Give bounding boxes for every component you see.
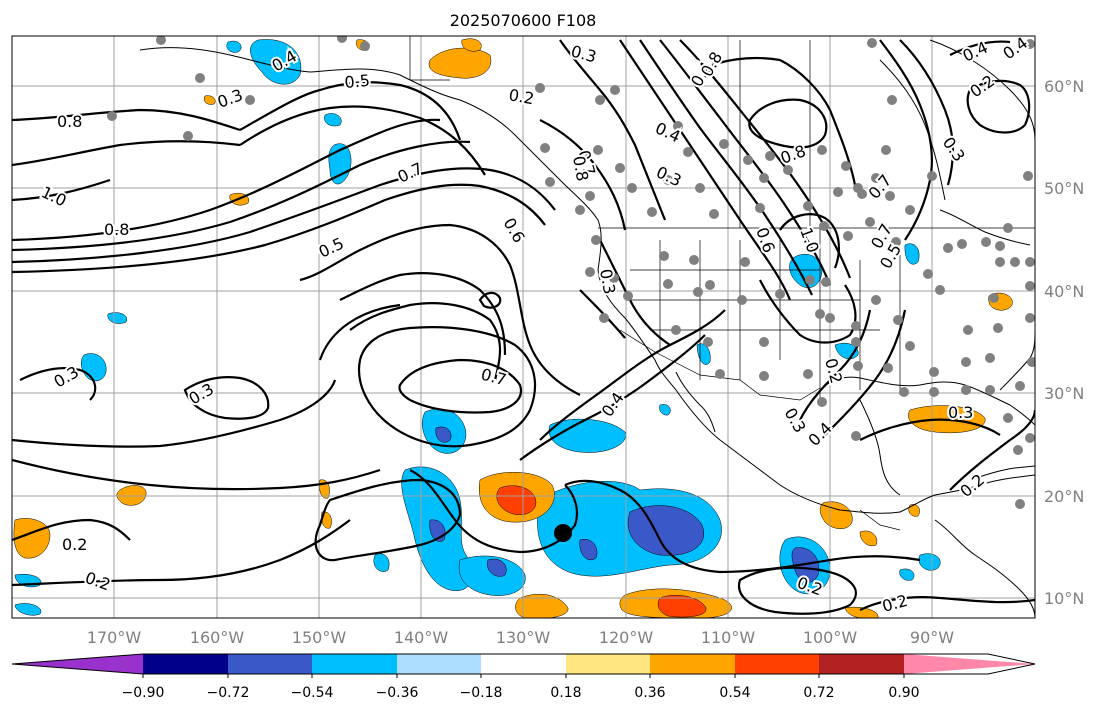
- colorbar-tick-label: 0.90: [888, 685, 919, 701]
- colorbar-swatch: [566, 654, 650, 674]
- lat-label: 20°N: [1044, 487, 1084, 506]
- colorbar-tick-label: 0.72: [803, 685, 834, 701]
- lon-label: 110°W: [701, 628, 756, 647]
- colorbar-swatch: [819, 654, 904, 674]
- longitude-labels: 170°W 160°W 150°W 140°W 130°W 120°W 110°…: [87, 628, 954, 647]
- contour-lines: [12, 39, 1035, 615]
- coastlines: [139, 39, 1035, 618]
- station-points: [107, 36, 1035, 509]
- svg-text:0.8: 0.8: [104, 220, 129, 239]
- colorbar-tick-label: 0.36: [634, 685, 665, 701]
- lon-label: 130°W: [496, 628, 551, 647]
- colorbar-tick-label: −0.90: [122, 685, 165, 701]
- lat-label: 60°N: [1044, 77, 1084, 96]
- colorbar: −0.90 −0.72 −0.54 −0.36 −0.18 0.18 0.36 0.54 0.7…: [11, 653, 1036, 701]
- lat-label: 40°N: [1044, 282, 1084, 301]
- colorbar-tick-label: 0.18: [550, 685, 581, 701]
- lat-label: 30°N: [1044, 384, 1084, 403]
- colorbar-tick-label: 0.54: [719, 685, 750, 701]
- colorbar-swatches: [11, 653, 1036, 675]
- colorbar-ticks: −0.90 −0.72 −0.54 −0.36 −0.18 0.18 0.36 0.54 0.7…: [122, 674, 920, 701]
- map-area: 0.3 0.4 0.5 0.8 1.0 0.8 0.7 0.5 0.6 0.7 …: [12, 36, 1035, 618]
- svg-text:0.8: 0.8: [57, 112, 82, 131]
- lat-label: 50°N: [1044, 179, 1084, 198]
- colorbar-tick-label: −0.18: [460, 685, 503, 701]
- svg-text:0.2: 0.2: [62, 535, 87, 554]
- lon-label: 150°W: [292, 628, 347, 647]
- colorbar-swatch: [904, 654, 1035, 674]
- colorbar-swatch: [735, 654, 819, 674]
- lon-label: 160°W: [190, 628, 245, 647]
- svg-text:0.5: 0.5: [344, 71, 371, 92]
- map-title: 2025070600 F108: [450, 11, 597, 30]
- colorbar-swatch: [397, 654, 481, 674]
- colorbar-swatch: [650, 654, 735, 674]
- storm-center-marker: [554, 524, 572, 542]
- colorbar-tick-label: −0.54: [291, 685, 334, 701]
- lat-label: 10°N: [1044, 589, 1084, 608]
- lon-label: 90°W: [910, 628, 954, 647]
- colorbar-swatch: [481, 654, 566, 674]
- latitude-labels: 60°N 50°N 40°N 30°N 20°N 10°N: [1044, 77, 1084, 608]
- colorbar-tick-label: −0.72: [207, 685, 250, 701]
- map-frame: [11, 35, 1036, 619]
- political-borders: [409, 36, 1035, 531]
- svg-text:0.3: 0.3: [948, 403, 973, 422]
- colorbar-swatch: [143, 654, 228, 674]
- colorbar-swatch: [12, 654, 143, 674]
- lon-label: 120°W: [599, 628, 654, 647]
- colorbar-swatch: [312, 654, 397, 674]
- lon-label: 140°W: [394, 628, 449, 647]
- lon-label: 100°W: [803, 628, 858, 647]
- colorbar-tick-label: −0.36: [376, 685, 419, 701]
- colorbar-swatch: [228, 654, 312, 674]
- lon-label: 170°W: [87, 628, 142, 647]
